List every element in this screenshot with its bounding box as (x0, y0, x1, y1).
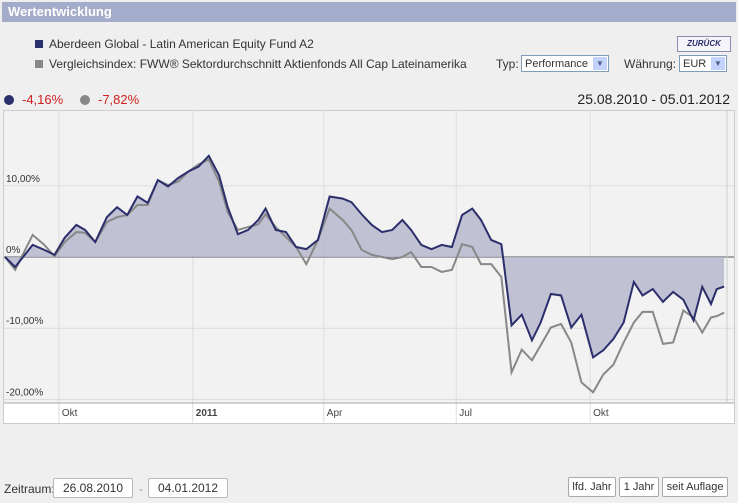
legend-fund: Aberdeen Global - Latin American Equity … (35, 37, 314, 51)
typ-select[interactable]: Performance ▼ (521, 55, 609, 72)
performance-chart[interactable]: Okt2011AprJulOkt10,00%0%-10,00%-20,00%20… (3, 110, 735, 463)
lfd-jahr-button[interactable]: lfd. Jahr (568, 477, 616, 497)
legend-square-icon (35, 60, 43, 68)
fund-performance: -4,16% (4, 92, 63, 107)
typ-value: Performance (525, 58, 588, 70)
dot-icon (80, 95, 90, 105)
chevron-down-icon: ▼ (593, 57, 607, 70)
y-tick-label: -20,00% (6, 387, 43, 398)
series-line-fund (4, 154, 725, 360)
index-performance: -7,82% (80, 92, 139, 107)
typ-label: Typ: (496, 57, 519, 71)
chart-svg[interactable]: Okt2011AprJulOkt10,00%0%-10,00%-20,00%20… (4, 111, 734, 463)
legend-label: Aberdeen Global - Latin American Equity … (49, 37, 314, 51)
fund-perf-value: -4,16% (22, 92, 64, 107)
chevron-down-icon: ▼ (711, 57, 725, 70)
date-to-input[interactable]: 04.01.2012 (148, 478, 228, 498)
date-from-input[interactable]: 26.08.2010 (53, 478, 133, 498)
zurueck-button[interactable]: ZURÜCK (677, 36, 731, 52)
zeitraum-label: Zeitraum: (4, 482, 55, 496)
legend-square-icon (35, 40, 43, 48)
seit-auflage-button[interactable]: seit Auflage (662, 477, 728, 497)
x-tick-label: Okt (593, 408, 609, 419)
legend-index: Vergleichsindex: FWW® Sektordurchschnitt… (35, 57, 467, 71)
legend-label: Vergleichsindex: FWW® Sektordurchschnitt… (49, 57, 467, 71)
waehrung-value: EUR (683, 58, 707, 70)
x-tick-label: Okt (62, 408, 78, 419)
date-range: 25.08.2010 - 05.01.2012 (577, 91, 730, 107)
x-tick-label: Apr (327, 408, 343, 419)
y-tick-label: 0% (6, 245, 21, 256)
y-tick-label: -10,00% (6, 316, 43, 327)
waehrung-label: Währung: (624, 57, 677, 71)
dot-icon (4, 95, 14, 105)
x-tick-label: Jul (459, 408, 472, 419)
date-separator: - (139, 482, 143, 496)
fund-area (5, 155, 725, 358)
x-tick-label: 2011 (196, 408, 218, 419)
series-line-index (4, 158, 725, 394)
panel-title: Wertentwicklung (2, 2, 736, 22)
y-tick-label: 10,00% (6, 174, 40, 185)
index-perf-value: -7,82% (98, 92, 140, 107)
1-jahr-button[interactable]: 1 Jahr (619, 477, 659, 497)
waehrung-select[interactable]: EUR ▼ (679, 55, 727, 72)
